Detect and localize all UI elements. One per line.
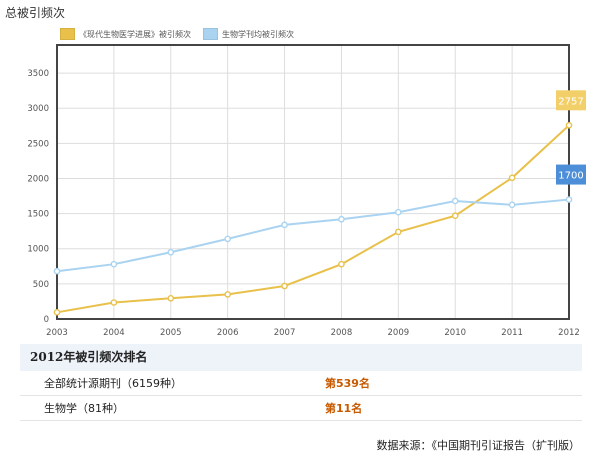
y-tick-label: 3500 [27,69,49,79]
legend-item-journal[interactable]: 《现代生物医学进展》被引频次 [60,28,191,40]
data-point-0 [338,260,345,268]
data-point-1 [395,208,402,216]
legend-swatch-average [203,28,218,40]
end-label-0: 2757 [558,96,583,107]
legend-swatch-journal [60,28,75,40]
x-tick-label: 2011 [501,328,523,338]
chart-legend: 《现代生物医学进展》被引频次 生物学刊均被引频次 [60,27,306,41]
end-label-box-0 [556,90,586,111]
ranking-label-all: 全部统计源期刊（6159种） [44,377,182,390]
data-point-1 [565,196,573,203]
series-line-1 [56,198,570,273]
x-tick-label: 2004 [103,328,125,338]
data-point-1 [167,248,175,256]
data-point-0 [508,174,516,182]
ranking-panel: 2012年被引频次排名 全部统计源期刊（6159种） 第539名 生物学（81种… [20,344,582,421]
data-point-1 [508,201,516,209]
ranking-row-biology: 生物学（81种） 第11名 [20,396,582,421]
end-label-1: 1700 [558,171,583,182]
data-point-1 [451,197,459,205]
data-point-1 [53,267,61,275]
y-tick-label: 500 [33,280,49,290]
series-line-0 [56,124,570,314]
x-tick-label: 2008 [331,328,353,338]
legend-item-average[interactable]: 生物学刊均被引频次 [203,28,294,40]
data-point-1 [281,221,288,229]
data-point-0 [167,294,175,302]
legend-label-average: 生物学刊均被引频次 [222,29,294,39]
legend-label-journal: 《现代生物医学进展》被引频次 [79,29,191,39]
chart-title: 总被引频次 [5,6,66,20]
data-point-0 [224,291,231,298]
x-tick-label: 2010 [444,328,466,338]
data-source: 数据来源：《中国期刊引证报告（扩刊版） [376,439,581,452]
data-point-1 [338,215,345,223]
data-point-0 [451,212,459,220]
y-tick-label: 3000 [27,104,49,114]
ranking-row-all: 全部统计源期刊（6159种） 第539名 [20,371,582,396]
data-point-0 [281,282,288,290]
x-tick-label: 2005 [160,328,182,338]
x-tick-label: 2009 [388,328,410,338]
data-point-0 [395,228,402,236]
ranking-value-biology: 第11名 [325,402,363,415]
x-tick-label: 2006 [217,328,239,338]
data-point-0 [565,122,573,129]
data-point-0 [53,309,61,316]
x-tick-label: 2007 [274,328,296,338]
plot-area [57,45,569,319]
data-point-1 [224,235,231,243]
y-tick-label: 2000 [27,174,49,184]
y-tick-label: 1000 [27,245,49,255]
ranking-label-biology: 生物学（81种） [44,402,124,415]
x-tick-label: 2012 [558,328,580,338]
ranking-value-all: 第539名 [325,377,370,390]
y-tick-label: 0 [44,315,49,325]
y-tick-label: 2500 [27,139,49,149]
end-label-box-1 [556,164,586,185]
x-tick-label: 2003 [46,328,68,338]
data-point-1 [110,260,118,268]
line-chart: 0 500 1000 1500 2000 2500 3000 3500 2003 2004 2005… [27,44,586,338]
data-point-0 [110,299,118,306]
ranking-heading: 2012年被引频次排名 [20,344,582,371]
y-tick-label: 1500 [27,210,49,220]
